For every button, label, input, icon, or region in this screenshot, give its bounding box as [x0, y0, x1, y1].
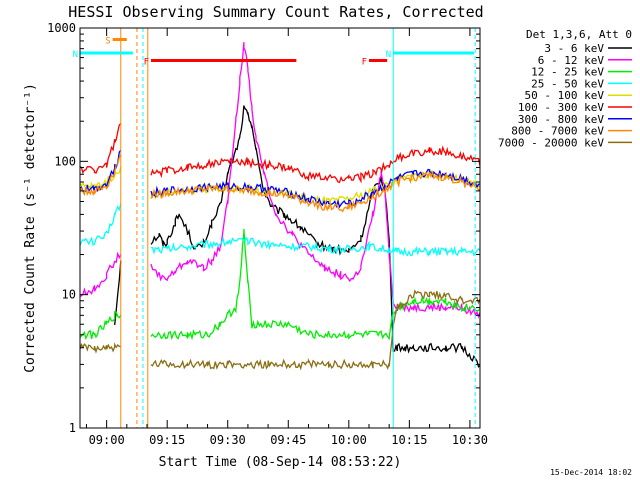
flag-spans-layer: S N N F F	[73, 36, 474, 68]
series-line-1	[114, 105, 480, 368]
y-tick-label-4: 1000	[47, 21, 76, 35]
y-tick-label-1: 1	[69, 421, 76, 435]
x-axis-label: Start Time (08-Sep-14 08:53:22)	[159, 455, 402, 470]
legend-label-3: 12 - 25 keV	[531, 66, 604, 79]
x-tick-label-6: 10:15	[391, 433, 427, 447]
series-lines-layer	[80, 42, 480, 371]
y-tick-label-2: 10	[62, 288, 76, 302]
series-line-8	[80, 154, 480, 213]
legend-label-1: 3 - 6 keV	[544, 42, 604, 55]
axes-layer: 09:00 09:15 09:30 09:45 10:00 10:15 10:30 1 10 10…	[47, 21, 488, 447]
legend-label-6: 100 - 300 keV	[518, 101, 604, 114]
x-tick-label-7: 10:30	[452, 433, 488, 447]
legend-label-9: 7000 - 20000 keV	[498, 136, 604, 149]
x-tick-label-2: 09:15	[149, 433, 185, 447]
x-tick-label-1: 09:00	[89, 433, 125, 447]
legend-label-5: 50 - 100 keV	[525, 89, 605, 102]
marker-lines-layer	[79, 28, 476, 428]
legend-label-4: 25 - 50 keV	[531, 77, 604, 90]
x-tick-label-3: 09:30	[210, 433, 246, 447]
footer-date: 15-Dec-2014 18:02	[550, 468, 632, 477]
flag-label-2: N	[73, 50, 78, 60]
series-line-3	[80, 228, 480, 341]
series-line-6	[80, 123, 480, 184]
legend-label-2: 6 - 12 keV	[538, 54, 605, 67]
flag-label-4: F	[144, 58, 149, 68]
series-line-7	[80, 149, 480, 209]
x-tick-label-4: 09:45	[270, 433, 306, 447]
y-tick-label-3: 100	[54, 154, 76, 168]
y-axis-label: Corrected Count Rate (s⁻¹ detector⁻¹)	[23, 83, 38, 373]
flag-label-5: F	[362, 58, 367, 68]
flag-label-3: N	[386, 50, 391, 60]
flag-label-1: S	[105, 36, 110, 46]
legend-label-8: 800 - 7000 keV	[511, 125, 604, 138]
legend-label-7: 300 - 800 keV	[518, 113, 604, 126]
chart-title: HESSI Observing Summary Count Rates, Cor…	[68, 3, 483, 21]
plot-frame	[79, 27, 481, 429]
x-tick-label-5: 10:00	[331, 433, 367, 447]
series-line-9	[80, 289, 480, 371]
series-line-4	[80, 203, 480, 258]
legend-header: Det 1,3,6, Att 0	[526, 28, 632, 41]
series-line-2	[80, 42, 480, 319]
